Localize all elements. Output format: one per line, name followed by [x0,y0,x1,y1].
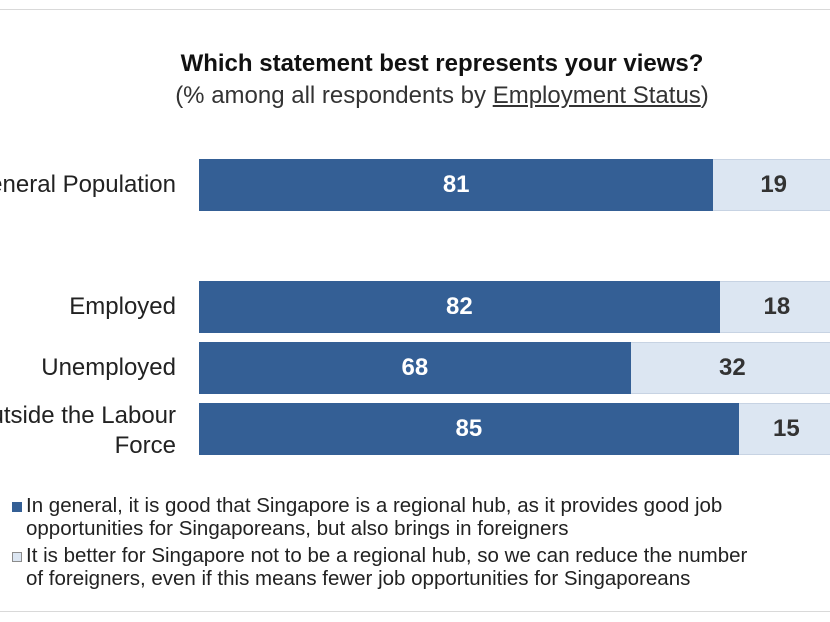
subtitle-link: Employment Status [492,82,701,109]
subtitle-prefix: (% among all respondents by [175,82,493,109]
legend-label-good-line1: In general, it is good that Singapore is… [26,494,723,517]
data-label: 82 [445,293,473,320]
chart-title: Which statement best represents your vie… [180,50,704,77]
bar-segment-good [199,281,720,333]
category-label: Employed [69,293,176,320]
data-label: 85 [455,415,483,442]
bar-segment-good [199,159,714,211]
bar-segment-better [713,159,830,211]
bar-segment-good [199,403,739,455]
category-label: Unemployed [41,354,176,381]
chart-subtitle: (% among all respondents by Employment S… [0,82,830,110]
legend-label-better-line1: It is better for Singapore not to be a r… [26,544,748,567]
legend-label-better-line2: of foreigners, even if this means fewer … [26,567,691,590]
category-label: General Population [0,171,176,198]
legend-label-better: It is better for Singapore not to be a r… [26,544,747,590]
data-label: 81 [442,171,470,198]
data-label: 32 [719,354,746,381]
bar-segment-better [630,342,830,394]
bottom-divider [0,611,830,612]
bar-segment-good [199,342,631,394]
legend-label-good: In general, it is good that Singapore is… [26,494,722,540]
bar-segment-better [719,281,830,333]
legend-swatch-better [12,552,22,562]
data-label: 15 [773,415,800,442]
bar-segment-better [738,403,830,455]
data-label: 18 [763,293,791,320]
data-label: 19 [760,171,788,198]
data-label: 68 [401,354,429,381]
legend-swatch-good [12,502,22,512]
top-divider [0,9,830,10]
legend-label-good-line2: opportunities for Singaporeans, but also… [26,517,569,540]
subtitle-suffix: ) [700,82,709,109]
